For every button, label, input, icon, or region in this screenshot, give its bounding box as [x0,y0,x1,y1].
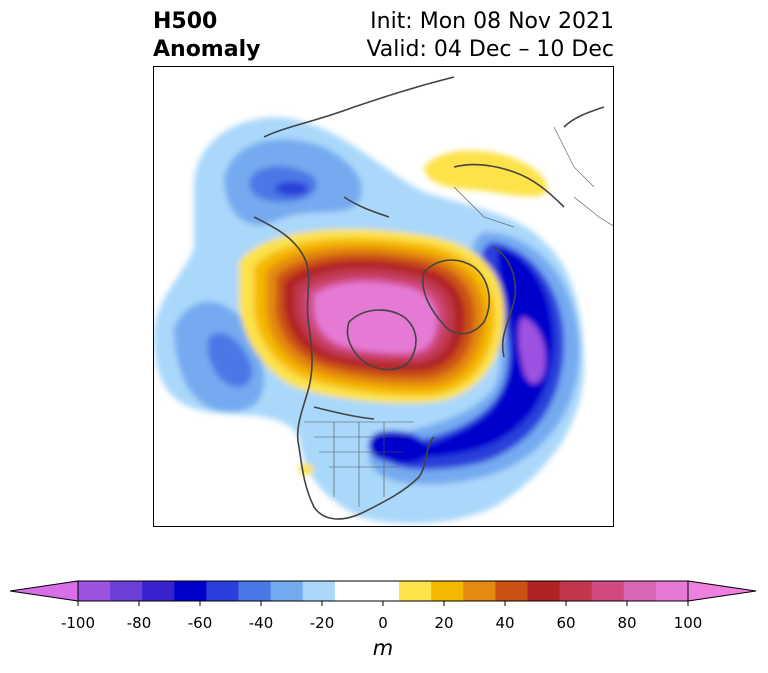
colorbar-cell [431,581,464,601]
borders [304,126,613,507]
colorbar-tick-label: 20 [434,614,454,632]
colorbar-tick-label: -100 [60,614,96,632]
colorbar-tick-label: 100 [673,614,703,632]
colorbar-cell [591,581,625,601]
colorbar-tick-label: 80 [617,614,637,632]
colorbar-ticks [77,601,689,606]
colorbar-cell [527,581,561,601]
colorbar-cell [399,581,432,601]
colorbar-tick-label: -40 [248,614,274,632]
colorbar-min-arrow [10,580,79,602]
colorbar-cell [302,581,336,601]
colorbar-tick-label: 60 [556,614,576,632]
colorbar-cell [206,581,240,601]
coastlines [253,76,605,520]
map-title: H500 Anomaly [153,8,260,64]
title-type: Anomaly [153,37,261,62]
colorbar-cell [270,581,304,601]
init-date: Init: Mon 08 Nov 2021 [370,9,614,34]
colorbar-tick-label: 0 [378,614,388,632]
colorbar-tick-label: 40 [495,614,515,632]
colorbar-cell [366,581,400,601]
anomaly-map [153,66,614,527]
colorbar-cell [110,581,143,601]
colorbar-cell [463,581,496,601]
colorbar-tick-label: -60 [187,614,213,632]
map-dates: Init: Mon 08 Nov 2021 Valid: 04 Dec – 10… [366,8,614,64]
colorbar-cell [174,581,207,601]
colorbar-cells [78,581,689,601]
colorbar-unit: m [372,636,394,660]
anomaly-map-svg [154,76,613,524]
colorbar-tick-label: -80 [126,614,152,632]
colorbar [10,580,757,606]
colorbar-cell [623,581,657,601]
colorbar-cell [655,581,689,601]
colorbar-cell [495,581,528,601]
colorbar-tick-label: -20 [309,614,335,632]
colorbar-cell [559,581,593,601]
colorbar-cell [238,581,272,601]
valid-range: Valid: 04 Dec – 10 Dec [366,37,614,62]
colorbar-cell [334,581,368,601]
colorbar-max-arrow [687,580,757,602]
title-variable: H500 [153,9,218,34]
colorbar-cell [142,581,175,601]
colorbar-cell [78,581,111,601]
anomaly-contours [154,117,584,524]
